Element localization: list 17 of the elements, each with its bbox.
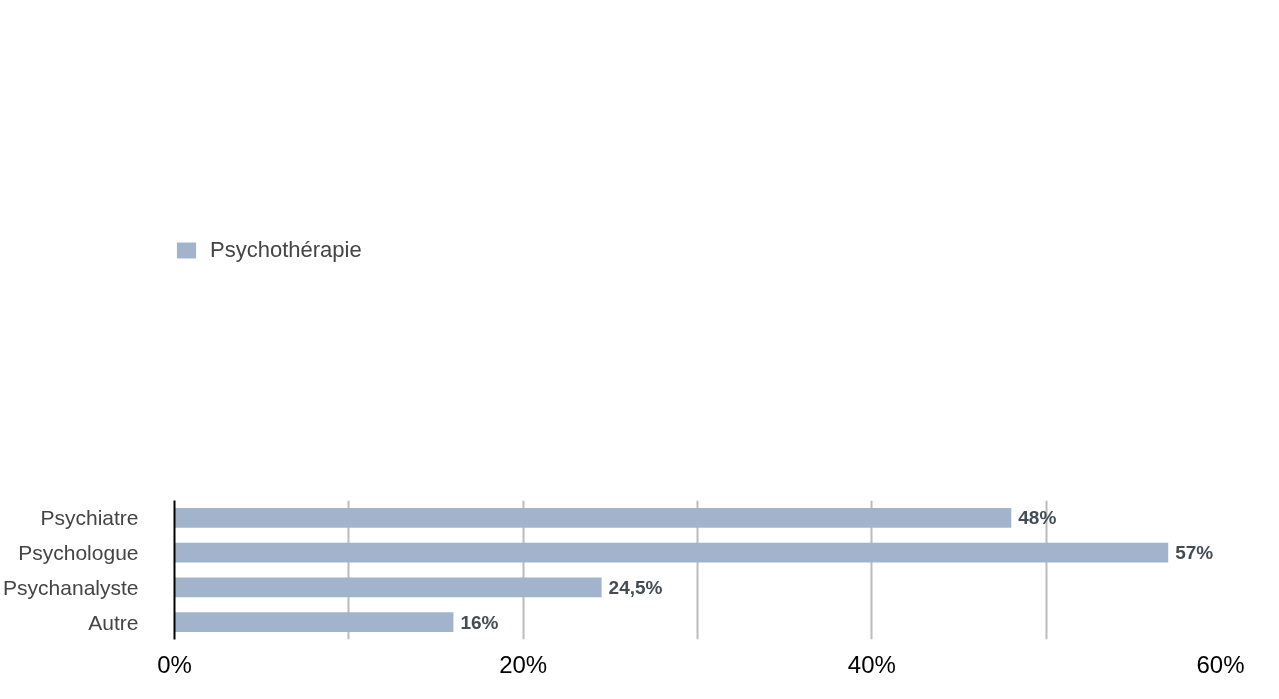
x-tick-label: 40% (847, 650, 896, 678)
x-tick-label: 20% (499, 650, 548, 678)
data-label: 48% (1018, 507, 1057, 529)
y-tick-label: Psychiatre (40, 506, 139, 530)
data-label: 24,5% (608, 576, 663, 598)
bar (174, 507, 1012, 528)
y-tick-label: Autre (88, 610, 139, 634)
legend-label: Psychothérapie (210, 237, 362, 263)
x-tick-label: 60% (1196, 650, 1245, 678)
data-label: 57% (1175, 542, 1214, 564)
x-tick-label: 0% (157, 650, 192, 678)
bar (174, 542, 1169, 563)
y-tick-label: Psychologue (18, 541, 139, 565)
y-tick-label: Psychanalyste (3, 575, 139, 599)
bar (174, 577, 602, 598)
bar (174, 612, 454, 633)
data-label: 16% (460, 611, 499, 633)
